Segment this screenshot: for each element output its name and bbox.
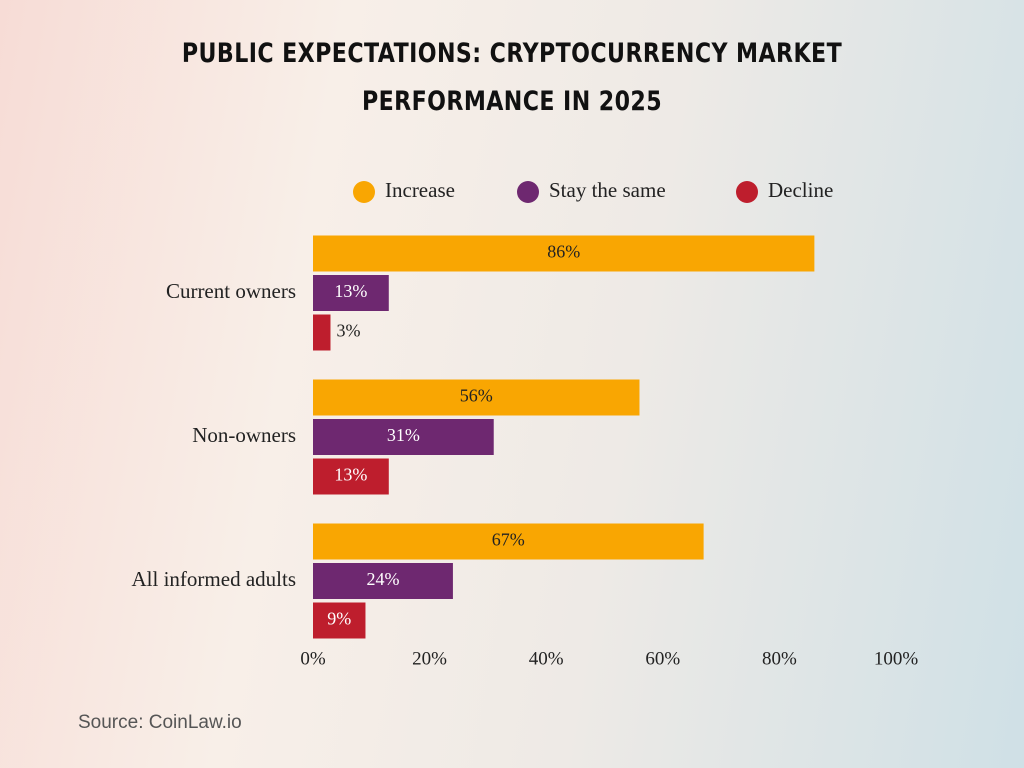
data-label: 86% xyxy=(547,242,580,262)
legend-label: Decline xyxy=(768,178,833,202)
legend-marker xyxy=(736,181,758,203)
data-label: 31% xyxy=(387,425,420,445)
bar xyxy=(313,235,815,272)
x-tick-label: 20% xyxy=(412,648,447,669)
bar xyxy=(313,563,453,599)
legend-label: Stay the same xyxy=(549,178,666,202)
y-tick-label: Non-owners xyxy=(192,423,296,447)
y-tick-label: Current owners xyxy=(166,279,296,303)
legend-label: Increase xyxy=(385,178,455,202)
bar xyxy=(313,602,366,639)
bar xyxy=(313,523,704,560)
legend-marker xyxy=(517,181,539,203)
data-label: 24% xyxy=(366,569,399,589)
data-label: 56% xyxy=(460,386,493,406)
bar xyxy=(313,314,331,351)
bar xyxy=(313,275,389,311)
data-label: 3% xyxy=(336,321,360,341)
legend-marker xyxy=(353,181,375,203)
bar xyxy=(313,458,389,495)
data-label: 13% xyxy=(334,281,367,301)
data-label: 9% xyxy=(327,609,351,629)
x-tick-label: 60% xyxy=(645,648,680,669)
y-tick-label: All informed adults xyxy=(132,567,296,591)
x-tick-label: 0% xyxy=(300,648,326,669)
data-label: 67% xyxy=(492,530,525,550)
x-tick-label: 100% xyxy=(874,648,919,669)
data-label: 13% xyxy=(334,465,367,485)
x-tick-label: 80% xyxy=(762,648,797,669)
x-tick-label: 40% xyxy=(529,648,564,669)
bar xyxy=(313,379,640,416)
source-note: Source: CoinLaw.io xyxy=(78,712,242,733)
chart-title: Public Expectations: Cryptocurrency Mark… xyxy=(181,38,843,117)
bar xyxy=(313,419,494,455)
